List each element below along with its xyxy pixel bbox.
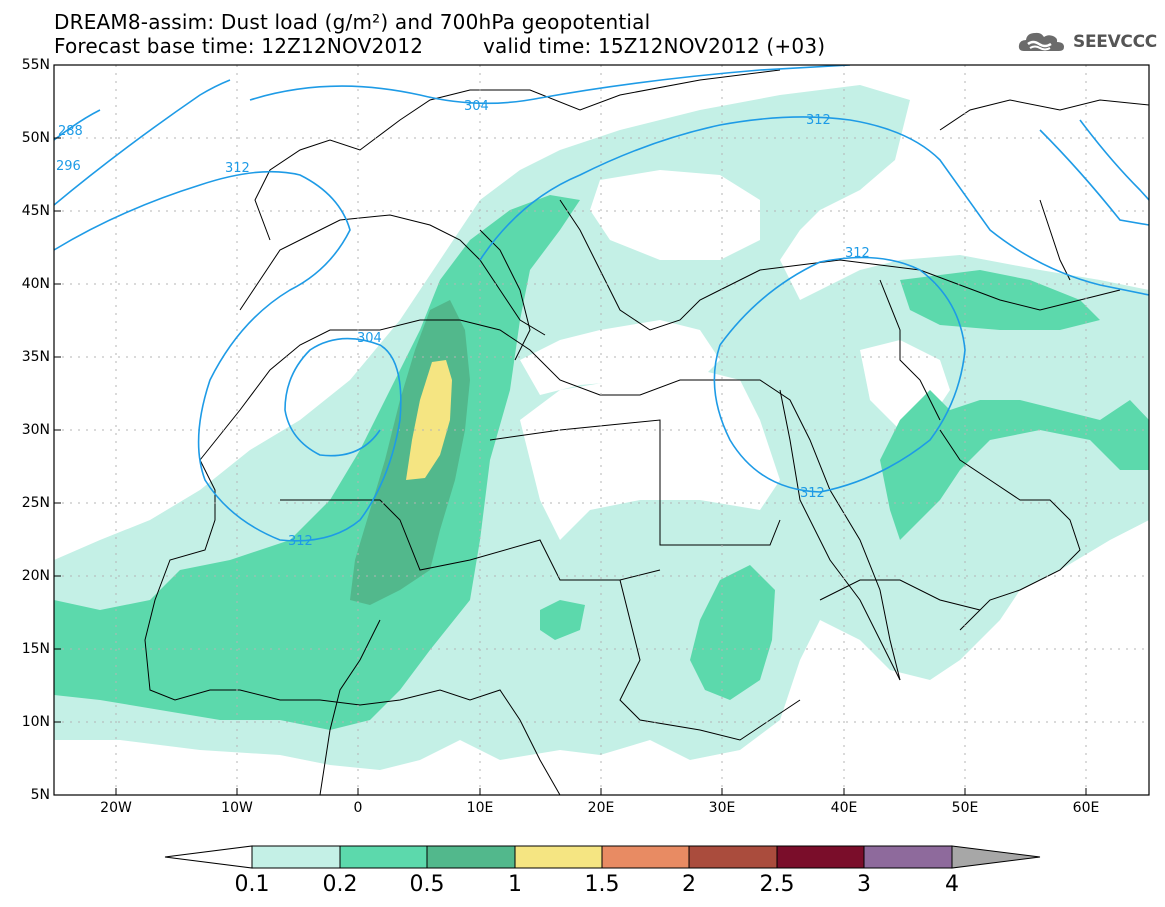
contour-label: 296 [56, 159, 81, 174]
colorbar-bin [776, 845, 865, 869]
colorbar-bin [863, 845, 953, 869]
chart-title: DREAM8-assim: Dust load (g/m²) and 700hP… [54, 10, 651, 34]
colorbar-bin [251, 845, 341, 869]
dust-level-0.2 [880, 390, 1149, 540]
lat-label: 5N [30, 787, 50, 803]
colorbar-label: 2 [682, 872, 696, 897]
dust-level-0.2 [540, 600, 585, 640]
lon-label: 20W [100, 800, 132, 816]
contour-296 [54, 79, 231, 206]
lon-label: 0 [353, 800, 363, 816]
lon-label: 50E [951, 800, 979, 816]
lat-label: 40N [21, 276, 50, 292]
colorbar-label: 1.5 [584, 872, 620, 897]
valid-time: valid time: 15Z12NOV2012 (+03) [483, 34, 826, 58]
lat-label: 30N [21, 422, 50, 438]
contour-label: 312 [225, 161, 250, 176]
lat-label: 55N [21, 57, 50, 73]
contour-label: 312 [845, 246, 870, 261]
lat-label: 20N [21, 568, 50, 584]
gridlines [54, 65, 1149, 795]
lon-label: 60E [1072, 800, 1100, 816]
clear-area [54, 65, 854, 540]
colorbar-low-arrow [164, 845, 253, 869]
contour-label: 312 [806, 113, 831, 128]
lon-label: 10E [466, 800, 494, 816]
colorbar-label: 0.2 [322, 872, 358, 897]
colorbar-label: 1 [508, 872, 522, 897]
colorbar-bin [514, 845, 603, 869]
clear-area [520, 370, 780, 540]
lat-label: 15N [21, 641, 50, 657]
geopotential-contours [54, 65, 1149, 542]
lat-label: 50N [21, 130, 50, 146]
contour-label: 304 [357, 331, 382, 346]
contour-312-central [479, 116, 1149, 296]
colorbar-label: 3 [857, 872, 871, 897]
lon-label: 30E [708, 800, 736, 816]
contour-304-east [1079, 119, 1149, 201]
contour-labels: 304 312 312 312 312 312 304 288 296 [56, 99, 870, 549]
lat-label: 10N [21, 714, 50, 730]
colorbar-label: 0.1 [234, 872, 270, 897]
coastlines [144, 69, 1149, 795]
colorbar-label: 0.5 [409, 872, 445, 897]
clear-area [520, 320, 720, 395]
colorbar [164, 845, 1041, 869]
colorbar-label: 2.5 [759, 872, 795, 897]
contour-312-east [713, 256, 966, 493]
cloud-logo-icon [1018, 32, 1064, 51]
lat-label: 25N [21, 495, 50, 511]
lat-label: 45N [21, 203, 50, 219]
axis-ticks [54, 137, 1087, 795]
contour-label: 304 [464, 99, 489, 114]
logo-text: SEEVCCC [1073, 32, 1157, 52]
contour-label: 312 [288, 534, 313, 549]
lon-label: 20E [587, 800, 615, 816]
dust-level-1 [406, 360, 452, 480]
seevccc-logo: SEEVCCC [1018, 28, 1157, 56]
colorbar-label: 4 [945, 872, 959, 897]
contour-label: 312 [800, 486, 825, 501]
colorbar-bin [601, 845, 690, 869]
clear-area [590, 170, 760, 260]
forecast-base-time: Forecast base time: 12Z12NOV2012 [54, 34, 424, 58]
contour-312-west [54, 170, 402, 542]
dust-level-0.2 [690, 565, 775, 700]
colorbar-bin [339, 845, 428, 869]
colorbar-bin [426, 845, 516, 869]
contour-288 [54, 109, 101, 141]
colorbar-high-arrow [951, 845, 1041, 869]
contour-label: 288 [58, 124, 83, 139]
lon-label: 40E [830, 800, 858, 816]
clear-area [910, 100, 1149, 270]
contour-296-east [1039, 129, 1149, 226]
contour-304-north [249, 65, 851, 105]
lat-label: 35N [21, 349, 50, 365]
colorbar-bin [688, 845, 778, 869]
dust-fields [54, 65, 1149, 770]
lon-label: 10W [221, 800, 253, 816]
